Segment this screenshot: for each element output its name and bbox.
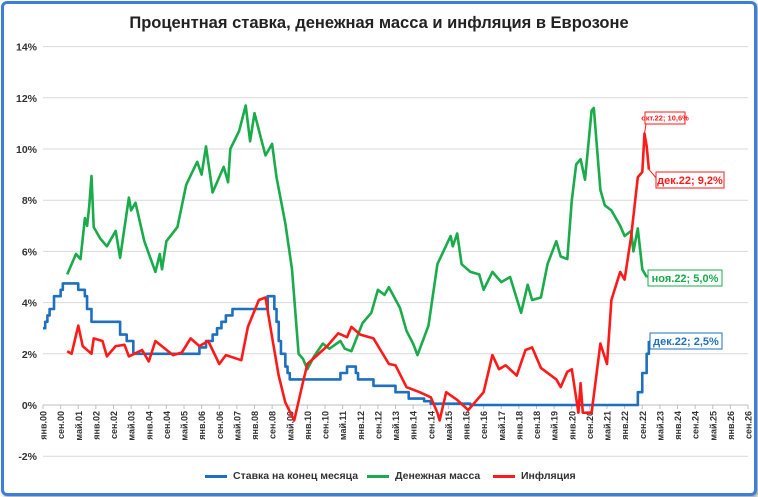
legend-item-rate: Ставка на конец месяца xyxy=(205,470,358,482)
y-tick-label: 6% xyxy=(22,246,38,258)
legend-item-money: Денежная масса xyxy=(367,470,480,482)
annotation-box xyxy=(649,332,723,350)
x-tick-label: май.11 xyxy=(338,411,348,440)
x-tick-label: май.21 xyxy=(603,411,613,441)
annotation-label: дек.22; 9,2% xyxy=(657,175,723,187)
annotation-label: дек.22; 2,5% xyxy=(653,336,719,348)
x-tick-label: май.09 xyxy=(285,411,295,441)
x-tick-label: янв.26 xyxy=(726,411,736,440)
x-tick-label: май.07 xyxy=(232,411,242,441)
legend-label-inflation: Инфляция xyxy=(521,470,576,482)
series-line-inflation xyxy=(66,132,651,422)
x-tick-label: янв.12 xyxy=(356,411,366,440)
y-tick-label: -2% xyxy=(18,451,37,463)
x-tick-label: сен.14 xyxy=(426,411,436,439)
y-tick-label: 2% xyxy=(22,349,38,361)
x-tick-label: янв.08 xyxy=(250,411,260,440)
legend-swatch-inflation xyxy=(493,474,515,478)
y-tick-label: 8% xyxy=(22,195,38,207)
x-tick-label: май.03 xyxy=(127,411,137,441)
x-tick-label: сен.18 xyxy=(532,411,542,439)
y-tick-label: 14% xyxy=(16,42,38,54)
annotation-label: окт.22; 10,6% xyxy=(641,114,689,123)
legend-swatch-rate xyxy=(205,474,227,478)
x-tick-label: сен.22 xyxy=(638,411,648,439)
x-tick-label: янв.06 xyxy=(197,411,207,440)
x-tick-label: май.23 xyxy=(655,411,665,441)
x-tick-label: сен.16 xyxy=(479,411,489,439)
x-tick-label: сен.20 xyxy=(585,411,595,439)
y-tick-label: 12% xyxy=(16,93,38,105)
x-tick-label: янв.24 xyxy=(673,411,683,440)
legend-label-money: Денежная масса xyxy=(395,470,481,482)
x-tick-label: май.15 xyxy=(444,411,454,441)
series-line-rate xyxy=(43,282,651,407)
x-tick-label: сен.26 xyxy=(744,411,754,439)
x-tick-label: янв.14 xyxy=(409,411,419,440)
y-tick-label: 10% xyxy=(16,144,38,156)
x-tick-label: сен.00 xyxy=(56,411,66,439)
legend: Ставка на конец месяца Денежная масса Ин… xyxy=(0,470,758,486)
x-tick-label: май.25 xyxy=(708,411,718,441)
chart-title: Процентная ставка, денежная масса и инфл… xyxy=(129,14,629,32)
annotation-label: ноя.22; 5,0% xyxy=(652,273,719,285)
y-tick-label: 4% xyxy=(22,298,38,310)
x-tick-label: сен.08 xyxy=(268,411,278,439)
x-tick-label: май.19 xyxy=(550,411,560,441)
legend-label-rate: Ставка на конец месяца xyxy=(233,470,359,482)
x-tick-label: янв.10 xyxy=(303,411,313,440)
annotation-box xyxy=(655,171,725,189)
x-tick-label: сен.02 xyxy=(109,411,119,439)
x-tick-label: янв.18 xyxy=(514,411,524,440)
legend-swatch-money xyxy=(367,474,389,478)
x-tick-label: янв.02 xyxy=(91,411,101,440)
y-tick-label: 0% xyxy=(22,400,38,412)
x-tick-label: май.05 xyxy=(180,411,190,441)
annotation-box xyxy=(644,111,686,125)
x-tick-label: сен.12 xyxy=(373,411,383,439)
x-tick-label: май.17 xyxy=(497,411,507,441)
x-tick-label: сен.10 xyxy=(321,411,331,439)
x-tick-label: сен.24 xyxy=(691,411,701,439)
x-tick-label: янв.16 xyxy=(462,411,472,440)
x-tick-label: сен.06 xyxy=(215,411,225,439)
x-tick-label: сен.04 xyxy=(162,411,172,439)
x-tick-label: май.01 xyxy=(74,411,84,441)
x-tick-label: май.13 xyxy=(391,411,401,441)
legend-item-inflation: Инфляция xyxy=(493,470,576,482)
x-tick-label: янв.04 xyxy=(144,411,154,440)
x-tick-label: янв.00 xyxy=(39,411,49,440)
annotation-box xyxy=(647,269,723,287)
x-tick-label: янв.20 xyxy=(567,411,577,440)
series-line-money-supply xyxy=(66,104,648,371)
x-tick-label: янв.22 xyxy=(620,411,630,440)
